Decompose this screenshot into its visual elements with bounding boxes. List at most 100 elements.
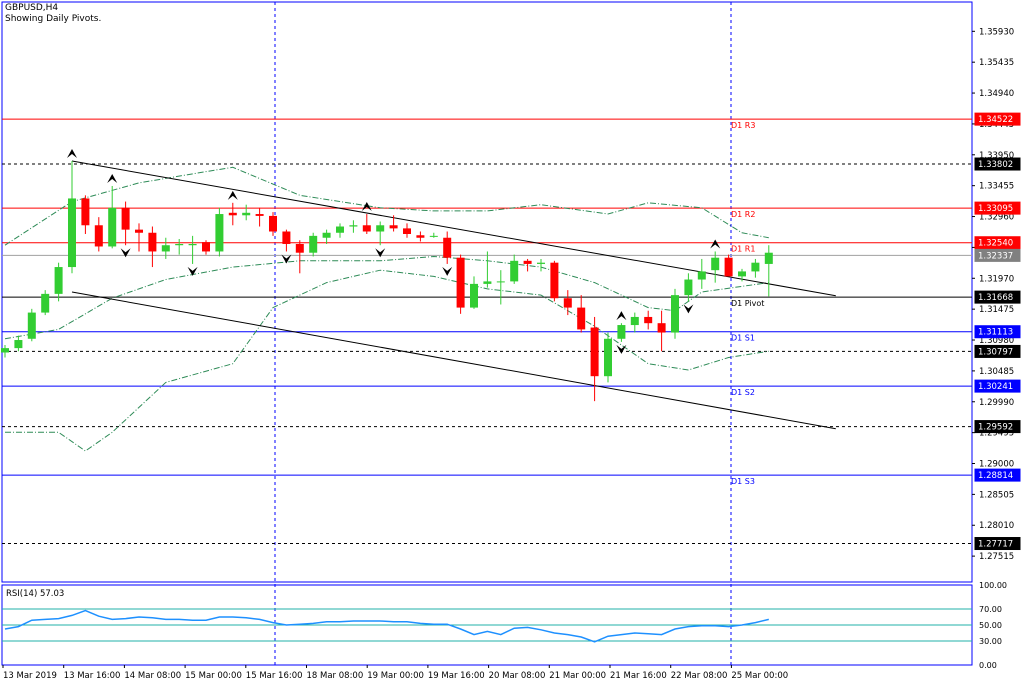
bear-candle	[255, 214, 264, 216]
bear-candle	[403, 228, 411, 234]
level-price-tag-box	[974, 537, 1021, 551]
pivot-label: D1 R1	[731, 245, 755, 254]
time-tick-label: 22 Mar 08:00	[671, 671, 728, 681]
pivot-price-tag: 1.30241	[978, 382, 1013, 392]
bull-candle	[349, 225, 358, 227]
bear-candle	[550, 262, 559, 299]
fractal-down-marker	[616, 344, 627, 354]
price-tick-label: 1.35435	[979, 58, 1014, 68]
price-tick-label: 1.29495	[979, 429, 1014, 439]
fractal-up-marker	[67, 149, 77, 159]
price-tick-label: 1.33455	[979, 182, 1014, 192]
pivot-label: D1 S1	[731, 334, 755, 343]
bull-candle	[671, 295, 679, 333]
price-tick-label: 1.30980	[979, 336, 1014, 346]
time-tick-label: 25 Mar 00:00	[731, 671, 788, 681]
bull-candle	[322, 232, 331, 238]
bull-candle	[336, 226, 344, 233]
bull-candle	[1, 348, 9, 353]
bull-candle	[376, 225, 385, 232]
chart-header: GBPUSD,H4 Showing Daily Pivots.	[5, 3, 101, 25]
bollinger-middle-band	[4, 255, 769, 340]
bull-candle	[175, 243, 184, 246]
bull-candle	[496, 281, 505, 283]
price-tick-label: 1.27515	[979, 552, 1014, 562]
level-price-tag: 1.33802	[978, 160, 1013, 170]
current-price-tag-box	[974, 248, 1021, 262]
bear-candle	[94, 225, 103, 247]
bear-candle	[81, 198, 90, 226]
bull-candle	[429, 235, 438, 237]
pivot-label: D1 R2	[731, 210, 755, 219]
bull-candle	[27, 312, 36, 339]
bull-candle	[630, 316, 639, 326]
bull-candle	[309, 235, 318, 253]
bull-candle	[54, 267, 63, 294]
time-tick-label: 13 Mar 2019	[3, 671, 57, 681]
bear-candle	[282, 231, 291, 244]
time-tick-label: 14 Mar 08:00	[124, 671, 181, 681]
fractal-up-marker	[227, 190, 238, 200]
bull-candle	[41, 293, 50, 313]
bull-candle	[684, 279, 693, 296]
price-tick-label: 1.31475	[979, 305, 1014, 315]
time-tick-label: 15 Mar 16:00	[246, 671, 303, 681]
fractal-up-marker	[616, 311, 627, 321]
level-price-tag: 1.30797	[978, 347, 1013, 357]
bull-candle	[242, 212, 251, 216]
bull-candle	[108, 207, 117, 247]
rsi-title-label: RSI(14) 57.03	[6, 589, 64, 599]
bull-candle	[537, 262, 545, 264]
pivot-label: D1 S2	[731, 388, 755, 397]
bear-candle	[577, 307, 586, 330]
price-tick-label: 1.34940	[979, 89, 1014, 99]
time-tick-label: 18 Mar 08:00	[307, 671, 364, 681]
bull-candle	[711, 257, 720, 271]
pivot-label: D1 S3	[731, 477, 755, 486]
price-tick-label: 1.28505	[979, 490, 1014, 500]
rsi-tick-label: 100.00	[979, 581, 1007, 590]
time-tick-label: 13 Mar 16:00	[64, 671, 121, 681]
bull-candle	[215, 214, 224, 252]
bull-candle	[14, 340, 23, 349]
bear-candle	[389, 225, 398, 229]
price-tick-label: 1.28010	[979, 521, 1014, 531]
pivot-price-tag: 1.33095	[978, 204, 1013, 214]
fractal-down-marker	[375, 248, 386, 258]
bear-candle	[456, 257, 465, 308]
bear-candle	[724, 257, 733, 277]
rsi-tick-label: 70.00	[979, 605, 1002, 614]
price-tick-label: 1.33950	[979, 151, 1014, 161]
pivot-price-tag-box	[974, 201, 1021, 215]
price-tick-label: 1.29990	[979, 398, 1014, 408]
bull-candle	[483, 281, 492, 284]
pivot-price-tag: 1.34522	[978, 115, 1013, 125]
bear-candle	[563, 298, 572, 308]
fractal-down-marker	[281, 254, 292, 264]
pivots-subtitle: Showing Daily Pivots.	[5, 14, 102, 24]
bear-candle	[523, 260, 532, 264]
bollinger-lower-band	[5, 269, 769, 452]
bear-candle	[202, 242, 210, 252]
pivot-price-tag-box	[974, 112, 1021, 126]
bull-candle	[188, 243, 197, 246]
fractal-up-marker	[107, 173, 118, 183]
level-price-tag-box	[974, 344, 1021, 358]
pivot-label: D1 Pivot	[731, 299, 764, 308]
bull-candle	[68, 198, 76, 268]
bull-candle	[697, 271, 706, 280]
bear-candle	[269, 215, 277, 232]
time-tick-label: 20 Mar 08:00	[489, 671, 546, 681]
bull-candle	[604, 338, 612, 377]
fractal-down-marker	[187, 266, 198, 276]
bull-candle	[764, 252, 773, 264]
pivot-label: D1 R3	[731, 121, 755, 130]
fractal-down-marker	[120, 248, 131, 258]
rsi-tick-label: 0.00	[979, 661, 997, 670]
bull-candle	[617, 325, 626, 339]
channel-upper-line	[71, 160, 836, 297]
time-tick-label: 15 Mar 00:00	[185, 671, 242, 681]
price-tick-label: 1.35930	[979, 27, 1014, 37]
fractal-down-marker	[442, 266, 453, 276]
